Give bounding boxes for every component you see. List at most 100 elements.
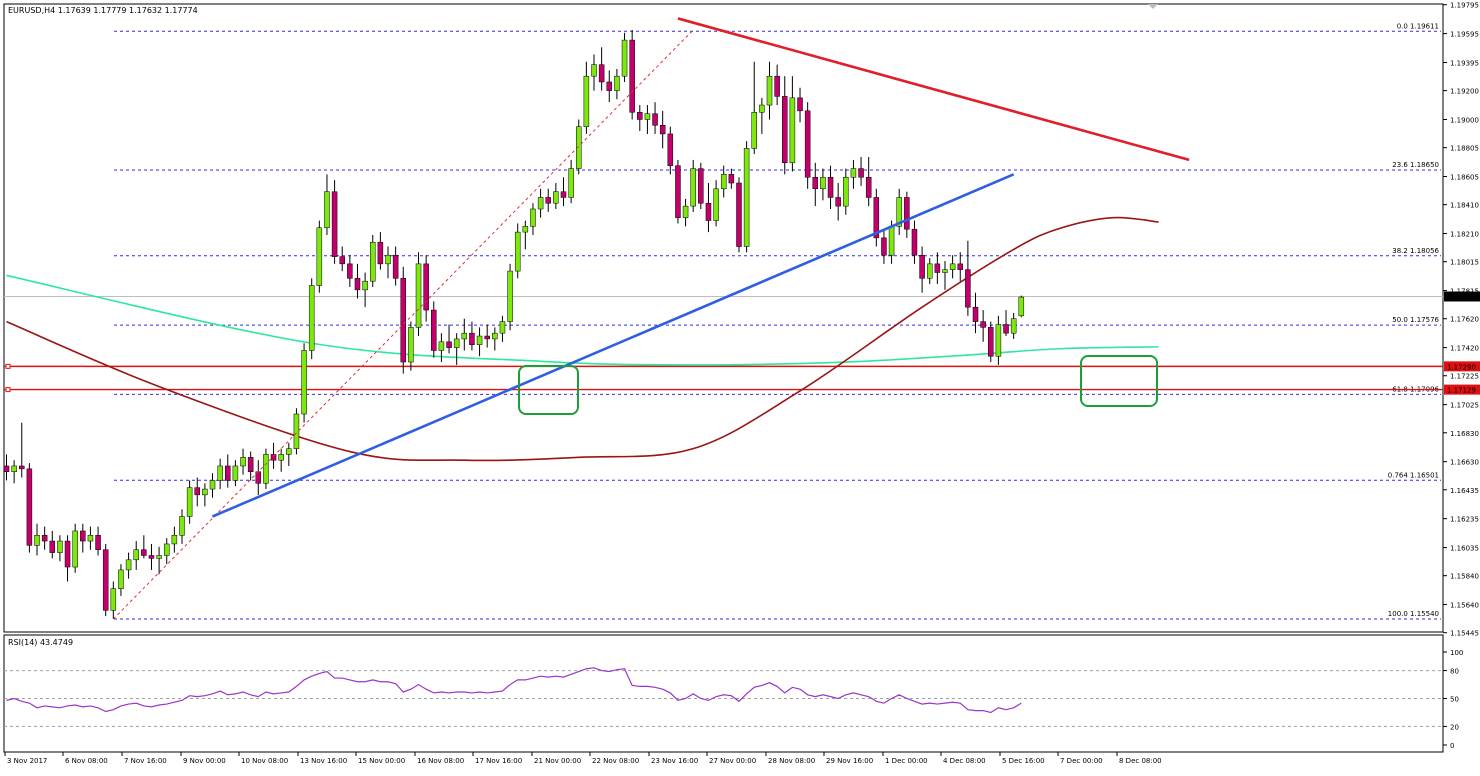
candle-bear: [377, 241, 384, 265]
candle-bear: [354, 278, 361, 291]
candle-bear: [637, 112, 643, 120]
candle-bull: [125, 559, 132, 571]
candle-bull: [57, 540, 63, 553]
support-highlight-box: [1080, 355, 1158, 407]
candle-bear: [865, 176, 872, 198]
candle-bull: [522, 226, 529, 233]
candle-bull: [591, 64, 597, 77]
candle-bull: [415, 263, 422, 328]
price-tick-label: 1.19395: [1450, 59, 1479, 67]
candle-bull: [385, 254, 391, 265]
fib-level-label: 50.0 1.17576: [1392, 316, 1439, 324]
candles: [3, 29, 1025, 620]
candle-bear: [919, 254, 925, 279]
price-tick-label: 1.17025: [1450, 402, 1479, 410]
fib-level-label: 0.0 1.19611: [1397, 22, 1439, 30]
price-tick-label: 1.18210: [1450, 231, 1479, 239]
candle-bear: [431, 309, 437, 351]
candle-bear: [95, 535, 101, 550]
candle-bear: [774, 75, 780, 97]
time-tick-label: 29 Nov 16:00: [826, 757, 873, 765]
candle-bull: [743, 148, 750, 247]
candle-bull: [263, 454, 269, 484]
candle-bull: [621, 39, 628, 77]
candle-bear: [858, 168, 864, 178]
support-line-handle: [5, 387, 11, 393]
price-tick-label: 1.18605: [1450, 174, 1479, 182]
candle-bear: [469, 332, 475, 345]
candle-bear: [102, 549, 109, 611]
candle-bull: [820, 176, 826, 190]
time-tick-label: 23 Nov 16:00: [651, 757, 698, 765]
rsi-panel: 100 80 50 20 0: [4, 649, 1463, 750]
price-tick-label: 1.17225: [1450, 373, 1479, 381]
price-tick-label: 1.15840: [1450, 573, 1479, 581]
candle-bull: [202, 488, 208, 496]
candle-bear: [873, 197, 880, 239]
time-tick-label: 3 Nov 2017: [7, 757, 47, 765]
candle-bull: [766, 75, 773, 106]
candle-bull: [926, 263, 933, 279]
candle-bear: [225, 465, 231, 481]
candle-bear: [80, 530, 86, 542]
price-label-text: 1.17129: [1447, 387, 1476, 395]
candle-bull: [759, 104, 765, 113]
support-line-handle: [5, 363, 11, 369]
candle-bull: [1010, 318, 1017, 334]
candle-bear: [606, 81, 613, 91]
candle-bear: [728, 174, 735, 184]
candle-bull: [110, 588, 117, 611]
price-tick-label: 1.15445: [1450, 630, 1479, 638]
candle-bull: [789, 97, 796, 164]
price-tick-label: 1.17620: [1450, 316, 1479, 324]
candle-bull: [568, 168, 574, 198]
candle-bear: [911, 228, 918, 256]
candle-bull: [614, 75, 620, 91]
candle-bear: [598, 64, 605, 83]
candle-bear: [141, 549, 147, 556]
candle-bear: [782, 96, 788, 164]
candle-bear: [629, 39, 635, 113]
price-tick-label: 1.17420: [1450, 345, 1479, 353]
candle-bull: [133, 549, 139, 561]
candle-bear: [247, 457, 254, 473]
candle-bull: [301, 350, 307, 415]
rsi-tick-label: 50: [1450, 696, 1459, 704]
scroll-marker-icon[interactable]: [1148, 4, 1158, 9]
candle-bull: [537, 197, 544, 210]
fib-level-label: 0.764 1.16501: [1388, 471, 1439, 479]
candle-bear: [446, 341, 452, 348]
candle-bull: [156, 555, 162, 559]
candle-bull: [896, 197, 902, 227]
candle-bear: [965, 269, 971, 308]
candle-bull: [576, 126, 582, 169]
candle-bear: [3, 465, 10, 473]
candle-bear: [675, 165, 681, 218]
candle-bull: [293, 413, 300, 449]
rsi-tick-label: 0: [1450, 742, 1454, 750]
fib-level-label: 23.6 1.18650: [1392, 161, 1439, 169]
candle-bull: [453, 338, 460, 348]
candle-bull: [720, 174, 727, 190]
main-panel-frame: [3, 3, 1444, 633]
candle-bear: [667, 133, 674, 166]
price-tick-label: 1.18015: [1450, 259, 1479, 267]
candle-bear: [423, 263, 429, 311]
time-tick-label: 6 Nov 08:00: [65, 757, 108, 765]
candle-bear: [812, 176, 819, 190]
candle-bull: [163, 543, 170, 556]
price-axis: 1.19795 1.19595 1.19395 1.19200 1.19000 1.188…: [1443, 2, 1479, 638]
price-tick-label: 1.16830: [1450, 430, 1479, 438]
candle-bull: [324, 191, 330, 229]
price-tick-label: 1.16235: [1450, 516, 1479, 524]
candle-bull: [850, 168, 857, 178]
trendline-blue: [211, 173, 1015, 518]
highlight-boxes: [518, 355, 1158, 415]
candle-bear: [347, 263, 353, 279]
candle-bear: [64, 540, 71, 568]
candle-bear: [881, 237, 887, 256]
price-tick-label: 1.19200: [1450, 88, 1479, 96]
time-tick-label: 21 Nov 00:00: [534, 757, 581, 765]
time-tick-label: 27 Nov 00:00: [709, 757, 756, 765]
